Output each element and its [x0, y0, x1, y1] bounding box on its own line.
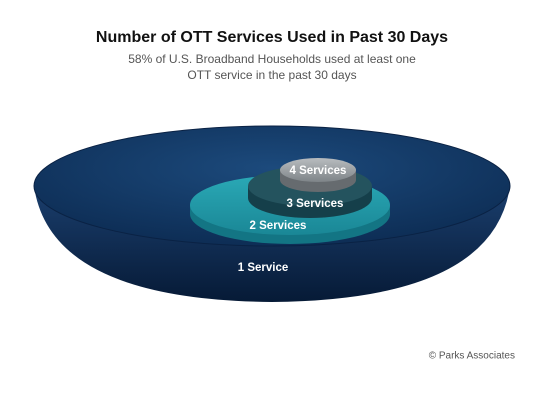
subtitle: 58% of U.S. Broadband Households used at… — [128, 52, 416, 66]
layer-label: 1 Service — [238, 262, 289, 274]
layer-label: 3 Services — [287, 198, 344, 210]
layer-4 — [280, 158, 356, 182]
layer-label: 2 Services — [250, 220, 307, 232]
layer-label: 4 Services — [290, 165, 347, 177]
subtitle: OTT service in the past 30 days — [187, 68, 356, 82]
title: Number of OTT Services Used in Past 30 D… — [96, 29, 448, 46]
credit: © Parks Associates — [429, 351, 515, 362]
